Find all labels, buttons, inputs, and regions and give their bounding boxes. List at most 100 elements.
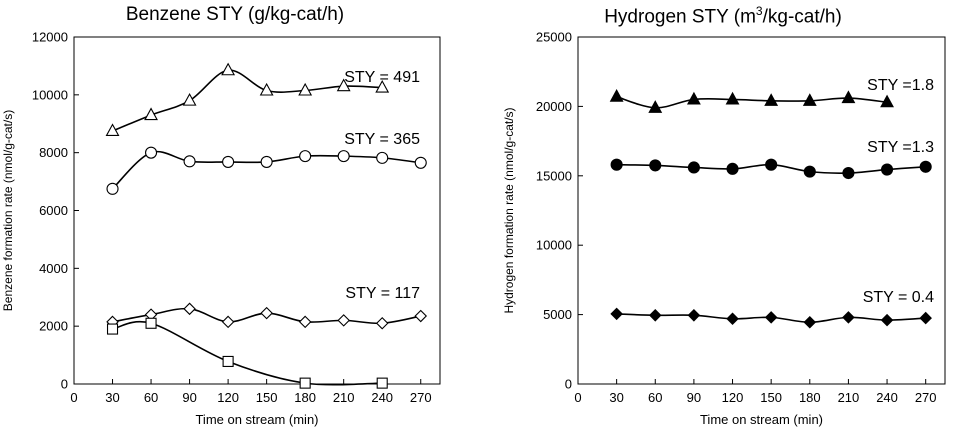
data-point (610, 307, 623, 321)
y-tick-label: 0 (565, 377, 572, 392)
data-point (221, 62, 236, 76)
x-tick-label: 210 (838, 390, 860, 405)
x-tick-label: 60 (144, 390, 158, 405)
data-point (183, 155, 196, 168)
y-tick-label: 0 (61, 377, 68, 392)
data-point (299, 150, 312, 163)
y-tick-label: 2000 (39, 319, 68, 334)
x-tick-label: 90 (687, 390, 701, 405)
x-axis-label: Time on stream (min) (195, 412, 318, 427)
series-annotation: STY =1.3 (867, 139, 934, 156)
data-point (106, 182, 119, 195)
y-axis-label: Hydrogen formation rate (nmol/g-cat/s) (502, 107, 516, 313)
x-tick-label: 270 (410, 390, 432, 405)
data-point (765, 158, 778, 171)
data-point (919, 311, 932, 325)
data-point (880, 94, 894, 108)
y-tick-label: 20000 (536, 99, 572, 114)
data-point (336, 78, 351, 92)
data-point (686, 91, 701, 105)
y-tick-label: 12000 (32, 30, 68, 45)
data-point (414, 156, 427, 169)
data-point (687, 161, 700, 174)
x-tick-label: 270 (915, 390, 937, 405)
data-point (375, 79, 390, 93)
data-point (105, 123, 120, 137)
data-point (260, 155, 273, 168)
y-tick-label: 10000 (536, 238, 572, 253)
data-series (105, 62, 390, 137)
series-annotation: STY = 0.4 (863, 289, 934, 306)
series-annotation: STY = 117 (345, 285, 420, 302)
x-tick-label: 60 (648, 390, 662, 405)
data-point (803, 165, 816, 178)
benzene-chart-panel: Benzene STY (g/kg-cat/h) 0 30 60 90 120 150 18… (0, 0, 470, 441)
x-tick-label: 30 (105, 390, 119, 405)
x-tick-label: 90 (182, 390, 196, 405)
series-annotation: STY = 365 (344, 131, 420, 148)
data-point (648, 309, 662, 322)
hydrogen-chart: 0 30 60 90 120 150 180 210 240 270 0 5000 10000 15000… (502, 30, 946, 427)
x-tick-label: 30 (609, 390, 623, 405)
data-point (726, 162, 739, 175)
y-tick-label: 8000 (39, 145, 68, 160)
data-series (610, 307, 932, 329)
data-point (183, 302, 196, 316)
data-series (106, 317, 388, 389)
series-line (112, 69, 383, 132)
data-point (649, 159, 662, 172)
data-point (609, 89, 624, 102)
x-axis-label: Time on stream (min) (700, 412, 823, 427)
data-point (221, 315, 235, 329)
data-point (610, 158, 623, 171)
series-annotation: STY =1.8 (867, 77, 934, 94)
y-tick-label: 25000 (536, 30, 572, 45)
data-point (842, 311, 855, 324)
data-point (687, 309, 701, 322)
data-point (145, 317, 157, 329)
data-point (764, 311, 778, 324)
data-point (880, 313, 894, 327)
benzene-chart: 0 30 60 90 120 150 180 210 240 270 0 2000 4000 6000 80… (1, 30, 441, 427)
y-axis-label: Benzene formation rate (nmol/g-cat/s) (1, 110, 15, 311)
data-point (222, 155, 235, 168)
y-tick-label: 5000 (543, 307, 572, 322)
data-point (414, 309, 428, 323)
x-tick-label: 150 (256, 390, 278, 405)
benzene-chart-title: Benzene STY (g/kg-cat/h) (125, 4, 345, 25)
data-series (609, 89, 894, 113)
x-tick-label: 180 (294, 390, 316, 405)
data-point (726, 312, 739, 326)
data-point (299, 377, 311, 389)
x-tick-label: 180 (799, 390, 821, 405)
y-tick-label: 10000 (32, 87, 68, 102)
data-series (106, 302, 428, 330)
hydrogen-title-tail: /kg-cat/h) (762, 6, 842, 28)
x-tick-label: 240 (876, 390, 898, 405)
data-point (648, 100, 663, 113)
x-tick-label: 120 (722, 390, 744, 405)
series-line (112, 320, 383, 386)
series-annotation: STY = 491 (344, 69, 420, 86)
data-point (803, 315, 817, 329)
data-point (841, 90, 856, 104)
data-point (337, 150, 350, 163)
data-point (106, 323, 119, 335)
data-point (376, 377, 388, 389)
hydrogen-chart-title: Hydrogen STY (m3/kg-cat/h) (490, 4, 956, 28)
y-tick-label: 15000 (536, 168, 572, 183)
data-point (725, 91, 740, 105)
y-tick-label: 4000 (39, 261, 68, 276)
data-point (842, 166, 855, 180)
hydrogen-title-sup: 3 (755, 4, 763, 18)
data-point (919, 160, 932, 173)
data-point (337, 314, 350, 327)
x-tick-label: 0 (70, 390, 77, 405)
data-point (375, 316, 389, 330)
x-tick-label: 150 (760, 390, 782, 405)
data-point (260, 306, 273, 320)
plot-frame (577, 36, 946, 385)
data-point (298, 315, 312, 329)
x-tick-label: 0 (574, 390, 581, 405)
x-tick-label: 120 (217, 390, 239, 405)
